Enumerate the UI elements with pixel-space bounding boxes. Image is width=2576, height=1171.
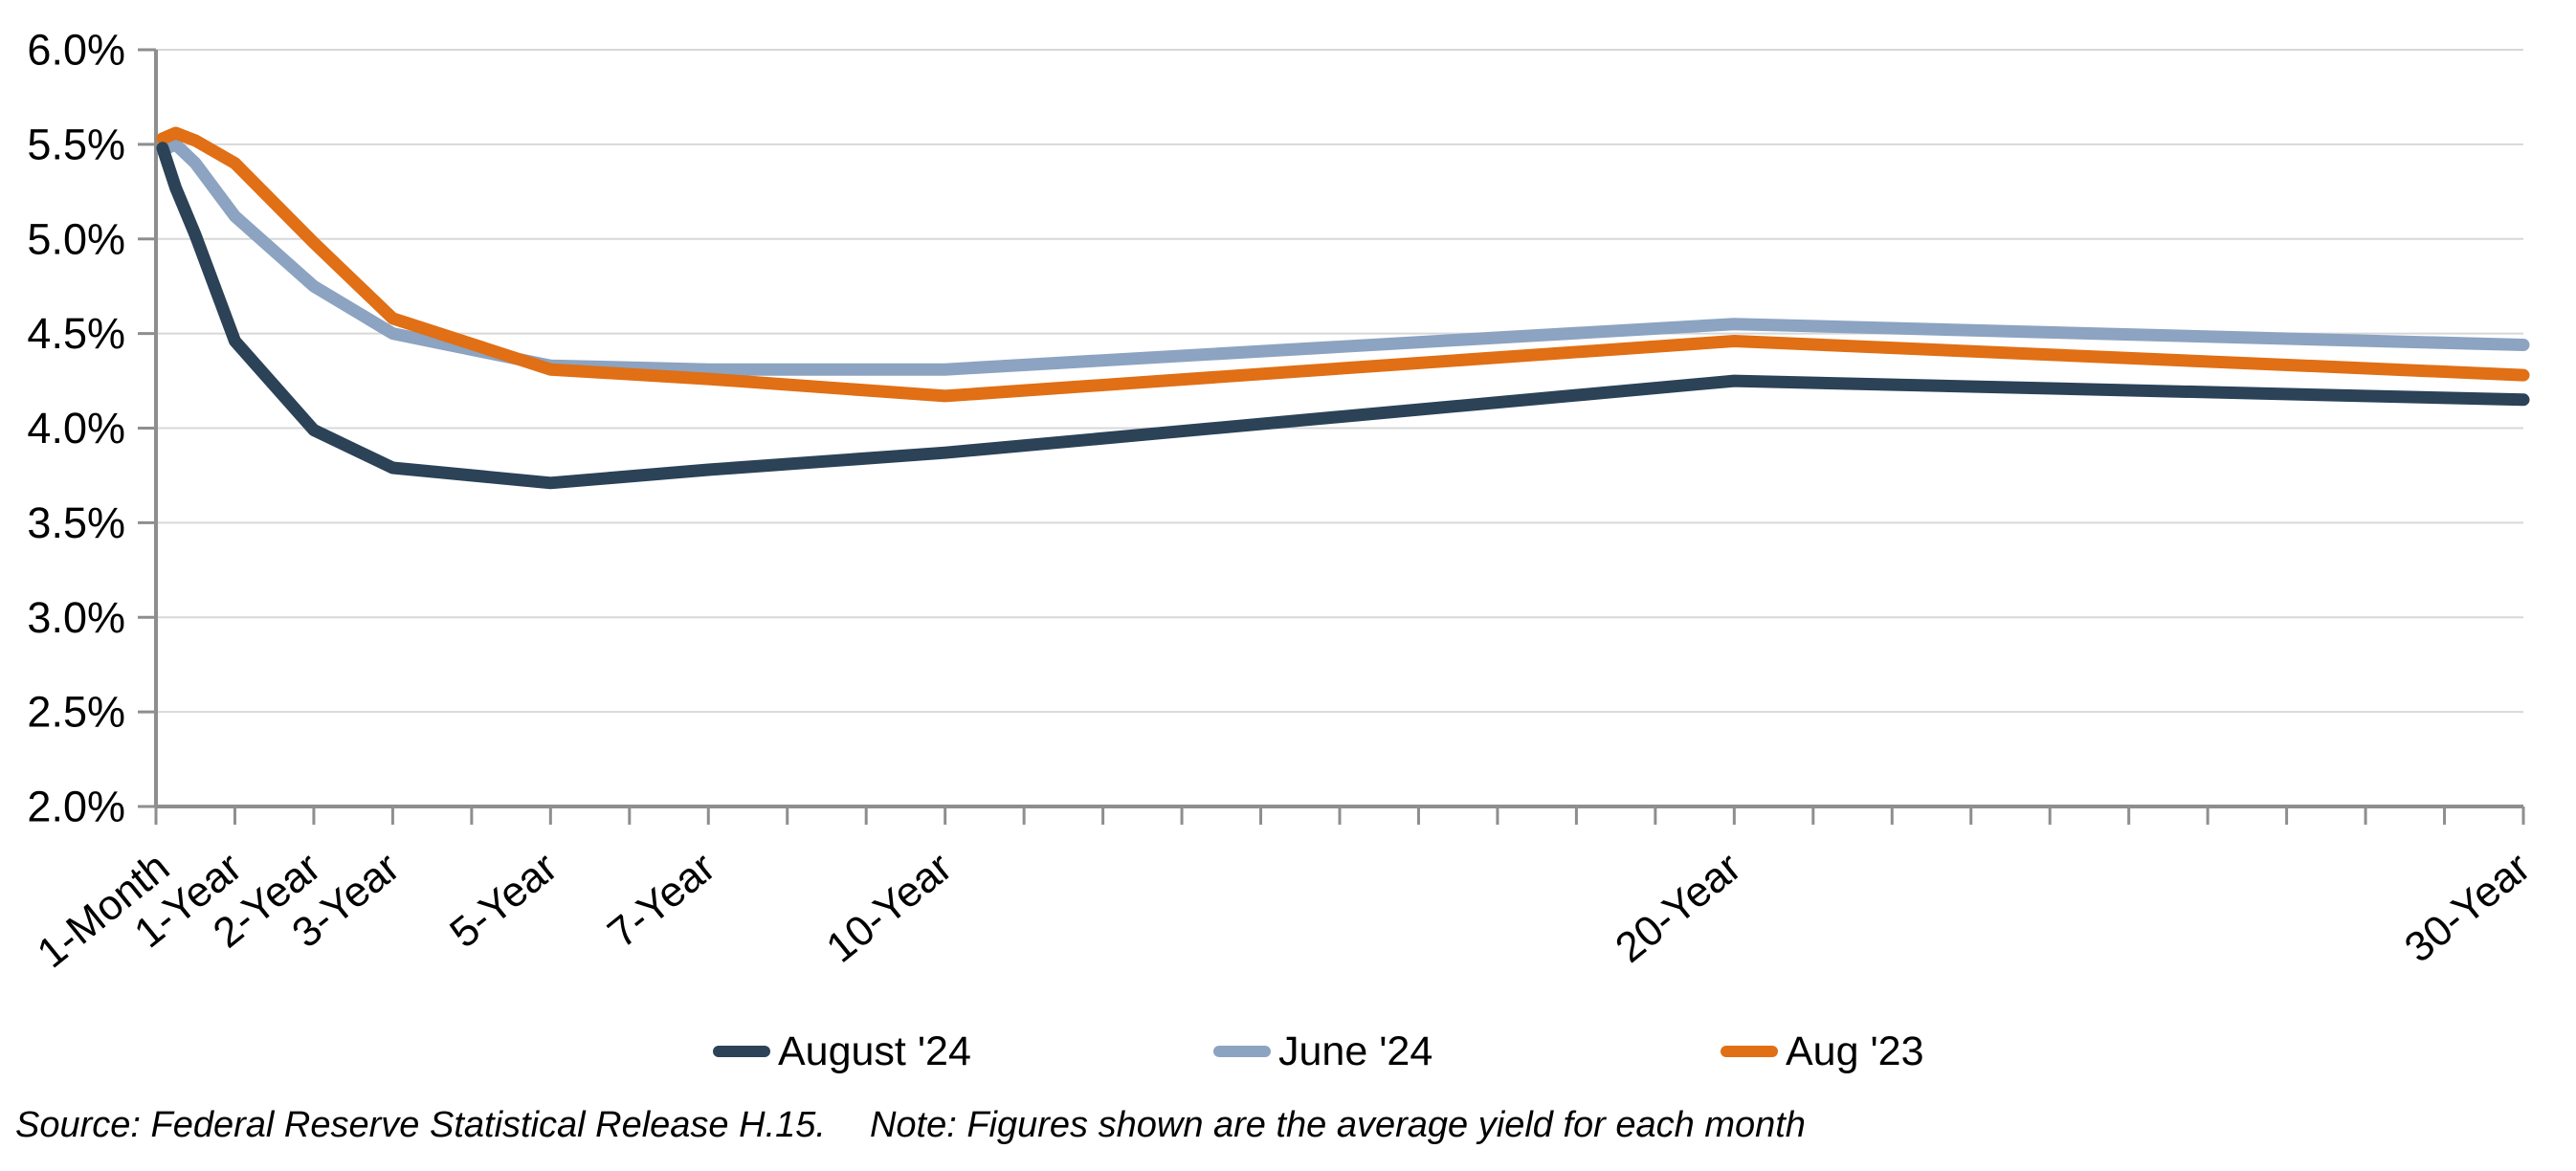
x-tick-label: 5-Year <box>441 844 566 958</box>
legend-item-june-24: June '24 <box>1213 1024 1432 1079</box>
series-lines <box>156 126 2530 490</box>
legend-label: Aug '23 <box>1786 1027 1924 1074</box>
series-line-august-24 <box>156 142 2530 490</box>
note-text: Note: Figures shown are the average yiel… <box>869 1105 1806 1145</box>
x-tick-label: 20-Year <box>1607 844 1749 972</box>
y-tick-label: 6.0% <box>27 26 125 75</box>
x-tick-label: 10-Year <box>818 844 961 972</box>
y-axis-labels: 6.0% 5.5% 5.0% 4.5% 4.0% 3.5% 3.0% 2.5% 2.0% <box>27 26 125 831</box>
legend: August '24 June '24 Aug '23 <box>0 1024 2576 1079</box>
y-tick-label: 3.0% <box>27 593 125 642</box>
x-tick-label: 30-Year <box>2396 844 2539 972</box>
legend-swatch-aug-23 <box>1721 1046 1778 1057</box>
series-line-june-24 <box>156 138 2530 376</box>
source-text: Source: Federal Reserve Statistical Rele… <box>15 1105 826 1145</box>
legend-swatch-august-24 <box>713 1046 770 1057</box>
y-tick-label: 4.0% <box>27 404 125 453</box>
legend-item-aug-23: Aug '23 <box>1721 1024 1924 1079</box>
source-note: Source: Federal Reserve Statistical Rele… <box>15 1105 2561 1146</box>
legend-swatch-june-24 <box>1213 1046 1271 1057</box>
legend-item-august-24: August '24 <box>713 1024 971 1079</box>
legend-label: June '24 <box>1278 1027 1433 1074</box>
x-tick-label: 7-Year <box>599 844 723 958</box>
legend-label: August '24 <box>778 1027 971 1074</box>
y-tick-label: 3.5% <box>27 498 125 547</box>
y-tick-label: 4.5% <box>27 309 125 358</box>
y-tick-label: 5.0% <box>27 214 125 263</box>
y-tick-label: 2.0% <box>27 783 125 831</box>
gridlines <box>156 49 2523 714</box>
y-tick-label: 2.5% <box>27 688 125 737</box>
axes <box>138 48 2525 825</box>
series-line-aug-23 <box>156 126 2530 403</box>
y-tick-label: 5.5% <box>27 120 125 168</box>
